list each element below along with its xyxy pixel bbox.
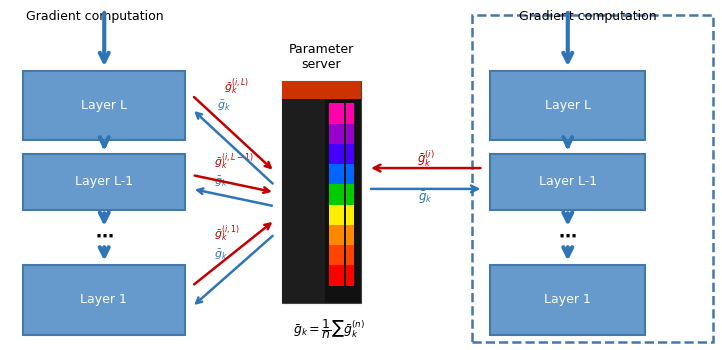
- Text: $\bar{g}_k$: $\bar{g}_k$: [419, 189, 433, 206]
- FancyBboxPatch shape: [329, 184, 344, 205]
- FancyBboxPatch shape: [329, 265, 344, 286]
- Text: Gradient computation: Gradient computation: [518, 10, 656, 23]
- Text: $\bar{g}_k = \dfrac{1}{n}\sum\bar{g}_k^{(n)}$: $\bar{g}_k = \dfrac{1}{n}\sum\bar{g}_k^{…: [292, 317, 365, 341]
- Text: $\bar{g}_k$: $\bar{g}_k$: [214, 248, 227, 262]
- FancyBboxPatch shape: [329, 104, 344, 124]
- Text: $\bar{g}_k^{(i,1)}$: $\bar{g}_k^{(i,1)}$: [214, 224, 239, 244]
- FancyBboxPatch shape: [23, 265, 185, 335]
- FancyBboxPatch shape: [329, 225, 344, 245]
- FancyBboxPatch shape: [346, 144, 354, 164]
- FancyBboxPatch shape: [329, 164, 344, 184]
- FancyBboxPatch shape: [282, 81, 361, 303]
- FancyBboxPatch shape: [490, 71, 645, 140]
- Text: Layer L: Layer L: [81, 99, 127, 112]
- FancyBboxPatch shape: [346, 205, 354, 225]
- FancyBboxPatch shape: [490, 154, 645, 210]
- FancyBboxPatch shape: [329, 144, 344, 164]
- Text: $\bar{g}_k$: $\bar{g}_k$: [217, 98, 231, 113]
- Text: Layer 1: Layer 1: [544, 294, 591, 307]
- Text: $\bar{g}_k^{(i)}$: $\bar{g}_k^{(i)}$: [417, 149, 435, 169]
- Text: $\mathbf{\cdots}$: $\mathbf{\cdots}$: [558, 227, 577, 245]
- FancyBboxPatch shape: [346, 245, 354, 265]
- FancyBboxPatch shape: [282, 81, 361, 99]
- FancyBboxPatch shape: [329, 205, 344, 225]
- Text: $\mathbf{\cdots}$: $\mathbf{\cdots}$: [95, 227, 113, 245]
- Text: $\bar{g}_k^{(i,L-1)}$: $\bar{g}_k^{(i,L-1)}$: [214, 151, 253, 172]
- FancyBboxPatch shape: [329, 245, 344, 265]
- FancyBboxPatch shape: [23, 154, 185, 210]
- Text: Gradient computation: Gradient computation: [26, 10, 164, 23]
- FancyBboxPatch shape: [346, 164, 354, 184]
- FancyBboxPatch shape: [329, 124, 344, 144]
- FancyBboxPatch shape: [282, 81, 326, 303]
- Text: $\bar{g}_k^{(i,L)}$: $\bar{g}_k^{(i,L)}$: [225, 76, 249, 97]
- Text: Layer L: Layer L: [545, 99, 591, 112]
- FancyBboxPatch shape: [346, 124, 354, 144]
- Text: Layer L-1: Layer L-1: [75, 175, 133, 188]
- Text: Parameter
server: Parameter server: [289, 43, 354, 71]
- Text: Layer L-1: Layer L-1: [539, 175, 597, 188]
- Text: Layer 1: Layer 1: [80, 294, 127, 307]
- FancyBboxPatch shape: [23, 71, 185, 140]
- Text: $\bar{g}_k$: $\bar{g}_k$: [214, 175, 227, 189]
- FancyBboxPatch shape: [346, 104, 354, 124]
- FancyBboxPatch shape: [490, 265, 645, 335]
- FancyBboxPatch shape: [346, 265, 354, 286]
- FancyBboxPatch shape: [346, 225, 354, 245]
- FancyBboxPatch shape: [346, 184, 354, 205]
